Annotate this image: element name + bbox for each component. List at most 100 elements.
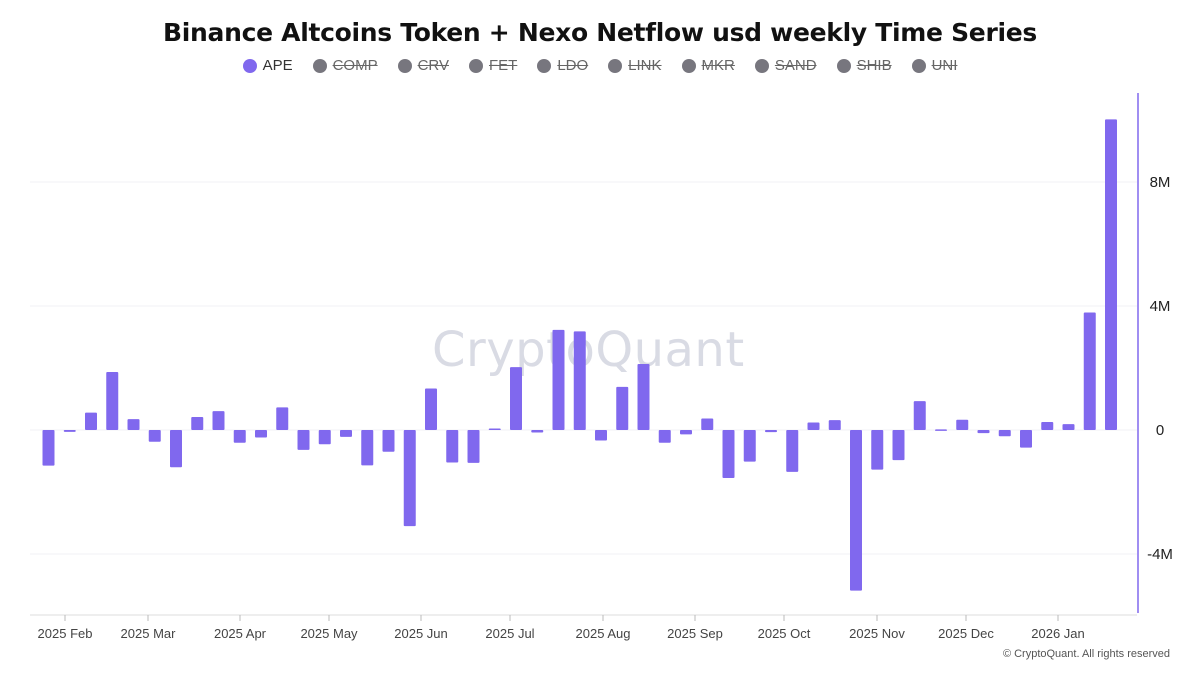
bar-16 [382,430,395,452]
bar-0 [42,430,55,466]
legend-label: CRV [417,57,449,74]
legend-item-fet[interactable]: FET [468,57,518,74]
bar-14 [340,430,352,437]
bar-8 [212,411,225,430]
bar-26 [595,430,607,441]
legend-marker [468,58,483,73]
bar-12 [297,430,310,450]
legend-label: COMP [332,57,378,74]
legend-label: SAND [774,57,817,74]
bar-13 [318,430,331,445]
bar-29 [658,430,671,443]
bar-23 [531,430,544,433]
bar-37 [828,420,841,430]
bar-24 [552,329,565,430]
bar-35 [786,430,799,472]
bar-22 [510,367,522,430]
bar-39 [871,430,884,470]
bar-46 [1020,430,1032,448]
legend-label: LINK [628,57,662,74]
y-tick-label: -4M [1147,546,1173,563]
legend-marker [608,58,623,73]
x-tick-label: 2025 Apr [214,626,267,641]
bar-3 [106,372,119,430]
bar-41 [913,401,926,430]
copyright-notice: © CryptoQuant. All rights reserved [1002,648,1170,660]
legend-item-comp[interactable]: COMP [312,57,378,74]
legend-marker [754,58,769,73]
bar-18 [425,388,437,430]
legend-label: LDO [557,57,589,74]
bar-48 [1062,424,1075,430]
y-tick-label: 8M [1150,174,1171,191]
bar-21 [488,428,501,430]
bar-10 [255,430,267,438]
bar-45 [998,430,1011,437]
bar-4 [127,419,140,430]
x-tick-label: 2025 Mar [121,626,177,641]
legend-marker [911,58,926,73]
bar-49 [1083,312,1096,430]
legend-marker [397,58,412,73]
legend-marker [836,58,851,73]
legend-label: MKR [701,57,735,74]
bar-2 [85,412,97,430]
x-tick-label: 2025 Oct [758,626,811,641]
y-tick-label: 4M [1150,298,1171,315]
bar-19 [446,430,459,463]
axes: 8M 4M 0 -4M 2025 Feb 2025 Mar 2025 Apr 2025 May… [30,93,1173,641]
x-tick-label: 2026 Jan [1031,626,1085,641]
bar-33 [743,430,756,462]
bar-43 [956,419,969,430]
bar-38 [850,430,862,591]
legend-label: FET [488,57,518,74]
bar-30 [680,430,692,435]
legend-item-uni[interactable]: UNI [911,57,958,74]
bar-series [42,119,1117,591]
legend-label: SHIB [856,57,892,74]
watermark: CryptoQuant [432,322,745,378]
bar-32 [722,430,735,479]
bar-44 [977,430,990,434]
legend-item-link[interactable]: LINK [608,57,662,74]
bar-42 [935,429,947,431]
bar-11 [276,407,289,430]
chart-title: Binance Altcoins Token + Nexo Netflow us… [163,18,1037,47]
bar-28 [637,363,650,430]
bar-25 [573,331,586,430]
bar-9 [233,430,246,443]
legend-item-shib[interactable]: SHIB [836,57,892,74]
bar-17 [403,430,416,527]
bar-36 [807,422,820,430]
x-tick-label: 2025 Sep [667,626,723,641]
legend-marker [537,58,552,73]
x-tick-label: 2025 May [300,626,358,641]
bar-31 [701,418,714,430]
bar-5 [148,430,161,442]
chart-legend: APE COMP CRV FET LDO LINK MKR SAND SHIB UNI [0,57,1200,74]
x-tick-label: 2025 Feb [38,626,93,641]
bar-6 [170,430,182,468]
legend-item-sand[interactable]: SAND [754,57,817,74]
legend-item-ape[interactable]: APE [242,57,293,74]
legend-label: UNI [931,57,958,74]
bar-47 [1041,421,1054,430]
x-tick-label: 2025 Jun [394,626,448,641]
bar-34 [765,430,777,433]
bar-50 [1105,119,1117,430]
x-tick-label: 2025 Aug [576,626,631,641]
bar-27 [616,386,629,430]
x-tick-label: 2025 Dec [938,626,994,641]
legend-marker [312,58,327,73]
x-tick-label: 2025 Jul [485,626,534,641]
y-tick-label: 0 [1156,422,1164,439]
bar-1 [63,430,76,432]
legend-marker [242,58,257,73]
bar-15 [361,430,374,466]
legend-item-ldo[interactable]: LDO [537,57,588,74]
legend-item-crv[interactable]: CRV [397,57,449,74]
legend-marker [681,58,696,73]
legend-item-mkr[interactable]: MKR [681,57,735,74]
legend-label: APE [262,57,293,74]
